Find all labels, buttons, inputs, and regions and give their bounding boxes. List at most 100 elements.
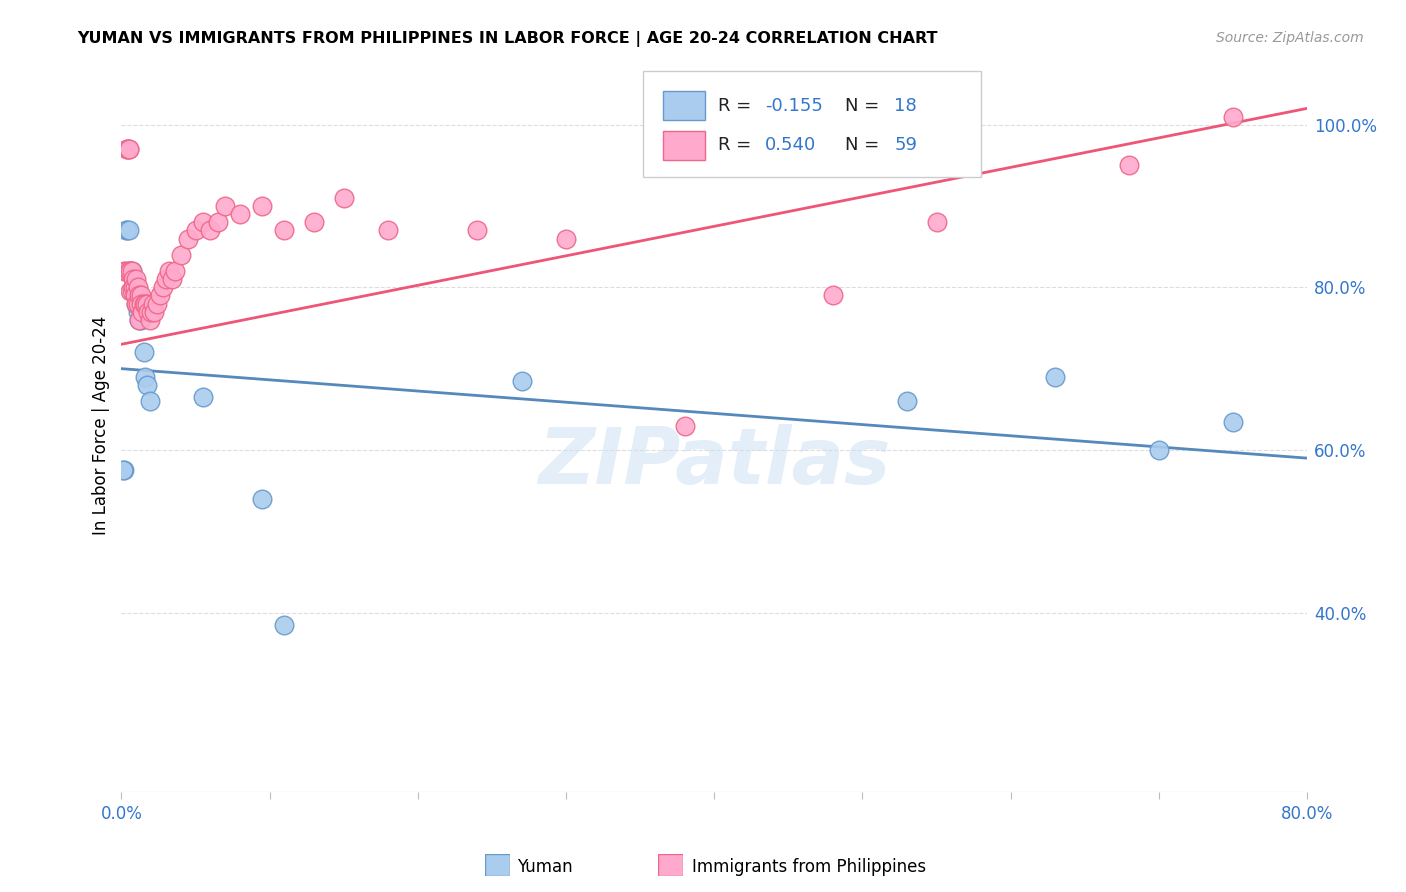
FancyBboxPatch shape <box>664 91 704 120</box>
Text: ZIPatlas: ZIPatlas <box>538 425 890 500</box>
Text: N =: N = <box>845 96 884 115</box>
Point <box>673 418 696 433</box>
Point <box>115 223 138 237</box>
Point <box>121 264 143 278</box>
Point <box>377 223 399 237</box>
Text: 18: 18 <box>894 96 917 115</box>
Text: R =: R = <box>718 136 756 154</box>
Point <box>191 215 214 229</box>
Point <box>125 296 148 310</box>
Point <box>138 313 160 327</box>
Point <box>142 296 165 310</box>
Point <box>132 296 155 310</box>
Point <box>121 264 143 278</box>
Point <box>117 142 139 156</box>
Point <box>1147 442 1170 457</box>
FancyBboxPatch shape <box>664 130 704 160</box>
Text: -0.155: -0.155 <box>765 96 823 115</box>
Point <box>207 215 229 229</box>
Point <box>124 288 146 302</box>
Point <box>120 264 142 278</box>
Point <box>143 304 166 318</box>
Point <box>122 280 145 294</box>
Point <box>118 142 141 156</box>
Point <box>125 296 148 310</box>
Text: R =: R = <box>718 96 756 115</box>
Point <box>127 280 149 294</box>
Point <box>465 223 488 237</box>
Point <box>191 390 214 404</box>
Point <box>128 288 150 302</box>
Point <box>135 378 157 392</box>
Point <box>332 191 354 205</box>
Point <box>138 394 160 409</box>
Point <box>129 288 152 302</box>
Text: YUMAN VS IMMIGRANTS FROM PHILIPPINES IN LABOR FORCE | AGE 20-24 CORRELATION CHAR: YUMAN VS IMMIGRANTS FROM PHILIPPINES IN … <box>77 31 938 47</box>
Point <box>821 288 844 302</box>
Point <box>121 285 143 299</box>
Point <box>131 304 153 318</box>
Point <box>896 394 918 409</box>
Point <box>122 272 145 286</box>
Point <box>117 223 139 237</box>
Point <box>229 207 252 221</box>
Point <box>925 215 948 229</box>
Point <box>128 313 150 327</box>
Point <box>120 285 142 299</box>
Point <box>177 231 200 245</box>
Point <box>134 296 156 310</box>
Point <box>157 264 180 278</box>
Text: Source: ZipAtlas.com: Source: ZipAtlas.com <box>1216 31 1364 45</box>
Point <box>184 223 207 237</box>
Point <box>124 280 146 294</box>
Point <box>118 223 141 237</box>
Point <box>134 369 156 384</box>
Point <box>155 272 177 286</box>
Point <box>111 463 134 477</box>
Point <box>214 199 236 213</box>
Point <box>136 304 159 318</box>
Point <box>127 296 149 310</box>
Point <box>129 313 152 327</box>
Text: N =: N = <box>845 136 884 154</box>
Point <box>149 288 172 302</box>
Point <box>125 272 148 286</box>
Point <box>252 491 274 506</box>
Point <box>118 264 141 278</box>
Point <box>273 618 295 632</box>
Point <box>132 345 155 359</box>
Point <box>128 313 150 327</box>
FancyBboxPatch shape <box>643 70 981 177</box>
Point <box>163 264 186 278</box>
Text: 0.540: 0.540 <box>765 136 817 154</box>
Point <box>1043 369 1066 384</box>
Point <box>139 304 162 318</box>
Point <box>170 248 193 262</box>
Point <box>1222 415 1244 429</box>
Point <box>302 215 325 229</box>
Point <box>129 296 152 310</box>
Point <box>115 264 138 278</box>
Point <box>252 199 274 213</box>
Point <box>127 304 149 318</box>
Point <box>124 280 146 294</box>
Point <box>146 296 169 310</box>
Point <box>135 296 157 310</box>
Point <box>555 231 578 245</box>
Text: Yuman: Yuman <box>517 858 574 876</box>
Text: 59: 59 <box>894 136 918 154</box>
Y-axis label: In Labor Force | Age 20-24: In Labor Force | Age 20-24 <box>93 316 110 535</box>
Point <box>160 272 183 286</box>
Point <box>120 264 142 278</box>
Point <box>122 280 145 294</box>
Point <box>1118 158 1140 172</box>
Text: Immigrants from Philippines: Immigrants from Philippines <box>692 858 927 876</box>
Point <box>152 280 174 294</box>
Point <box>510 374 533 388</box>
Point <box>112 264 135 278</box>
Point <box>273 223 295 237</box>
Point <box>118 142 141 156</box>
Point <box>200 223 222 237</box>
Point <box>117 142 139 156</box>
Point <box>112 463 135 477</box>
